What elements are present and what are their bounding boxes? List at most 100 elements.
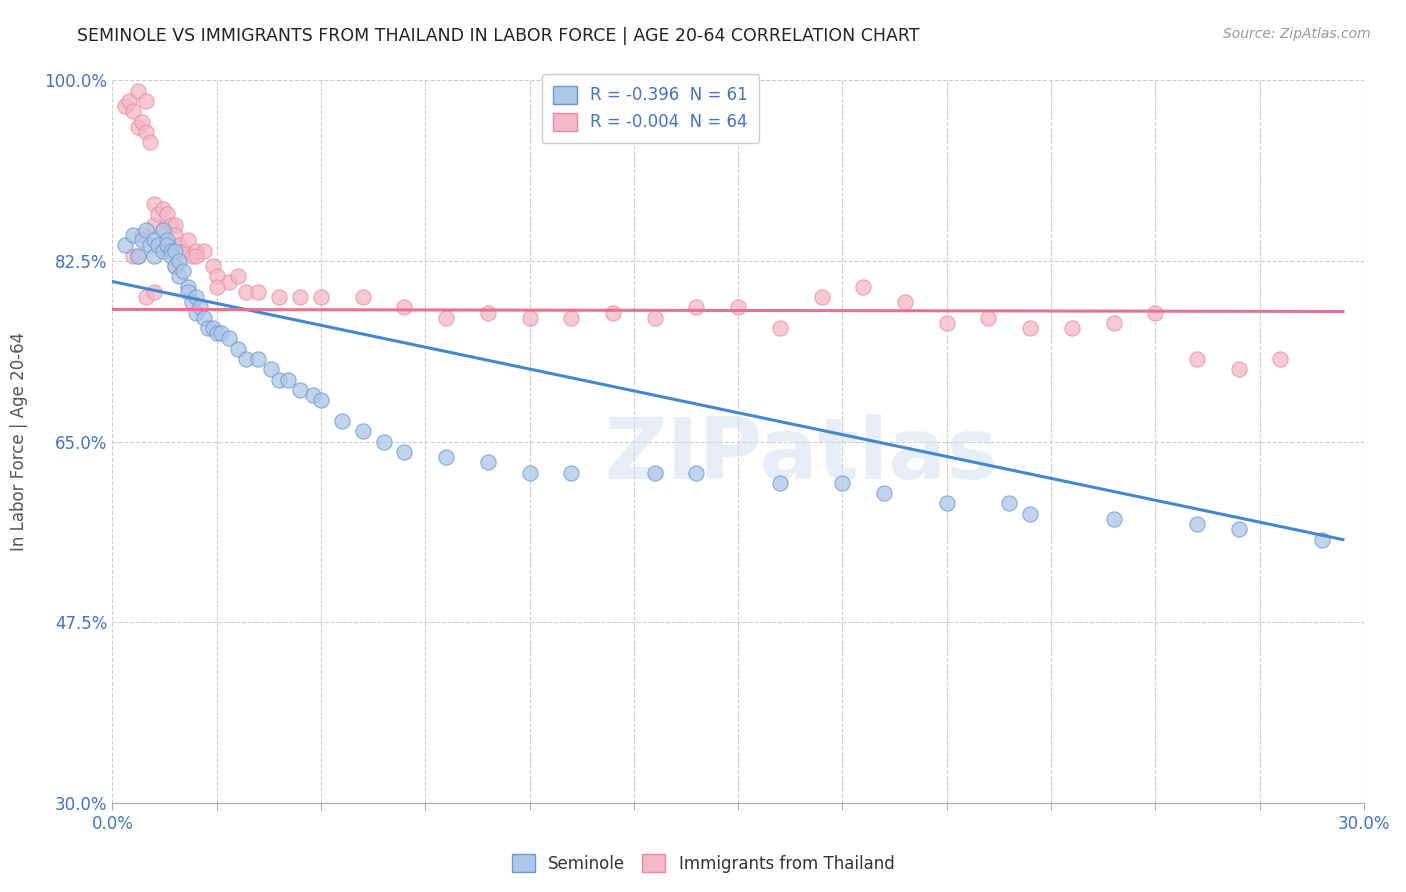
Point: [188, 301, 211, 315]
Point: [235, 285, 257, 299]
Point: [143, 218, 166, 232]
Point: [1270, 351, 1292, 366]
Point: [269, 290, 291, 304]
Point: [176, 285, 198, 299]
Point: [602, 305, 624, 319]
Point: [260, 362, 283, 376]
Point: [127, 249, 149, 263]
Point: [122, 104, 145, 119]
Point: [184, 290, 207, 304]
Point: [519, 466, 541, 480]
Point: [176, 279, 198, 293]
Point: [644, 310, 666, 325]
Point: [160, 218, 183, 232]
Point: [143, 233, 166, 247]
Point: [935, 316, 957, 330]
Point: [560, 466, 582, 480]
Point: [152, 223, 174, 237]
Point: [434, 310, 457, 325]
Point: [172, 244, 194, 258]
Point: [1227, 522, 1250, 536]
Point: [160, 249, 183, 263]
Point: [193, 244, 215, 258]
Point: [644, 466, 666, 480]
Point: [163, 259, 186, 273]
Point: [184, 244, 207, 258]
Point: [998, 496, 1021, 510]
Point: [152, 223, 174, 237]
Point: [226, 342, 249, 356]
Point: [152, 202, 174, 217]
Point: [148, 238, 170, 252]
Point: [1019, 321, 1042, 335]
Point: [209, 326, 232, 340]
Point: [143, 249, 166, 263]
Point: [127, 120, 149, 134]
Point: [205, 279, 228, 293]
Point: [122, 249, 145, 263]
Point: [160, 244, 183, 258]
Legend: R = -0.396  N = 61, R = -0.004  N = 64: R = -0.396 N = 61, R = -0.004 N = 64: [541, 74, 759, 143]
Point: [139, 238, 162, 252]
Point: [935, 496, 957, 510]
Text: Source: ZipAtlas.com: Source: ZipAtlas.com: [1223, 27, 1371, 41]
Point: [201, 259, 224, 273]
Point: [167, 238, 190, 252]
Point: [894, 295, 917, 310]
Point: [235, 351, 257, 366]
Point: [277, 373, 299, 387]
Point: [1102, 316, 1125, 330]
Point: [201, 321, 224, 335]
Point: [269, 373, 291, 387]
Point: [769, 475, 792, 490]
Point: [172, 264, 194, 278]
Point: [1310, 533, 1333, 547]
Point: [309, 393, 332, 408]
Point: [218, 275, 240, 289]
Point: [131, 233, 153, 247]
Point: [131, 114, 153, 128]
Point: [114, 238, 136, 252]
Point: [477, 305, 499, 319]
Point: [477, 455, 499, 469]
Point: [180, 249, 202, 263]
Point: [685, 466, 707, 480]
Point: [519, 310, 541, 325]
Point: [977, 310, 1000, 325]
Point: [727, 301, 749, 315]
Point: [163, 218, 186, 232]
Text: ZIPatlas: ZIPatlas: [603, 415, 998, 498]
Point: [1019, 507, 1042, 521]
Point: [156, 207, 179, 221]
Point: [373, 434, 395, 449]
Point: [1185, 517, 1208, 532]
Y-axis label: In Labor Force | Age 20-64: In Labor Force | Age 20-64: [10, 332, 28, 551]
Point: [127, 84, 149, 98]
Point: [135, 94, 157, 108]
Point: [301, 388, 323, 402]
Legend: Seminole, Immigrants from Thailand: Seminole, Immigrants from Thailand: [505, 847, 901, 880]
Point: [247, 285, 270, 299]
Point: [122, 228, 145, 243]
Point: [434, 450, 457, 464]
Point: [148, 207, 170, 221]
Point: [352, 424, 374, 438]
Point: [394, 445, 416, 459]
Point: [560, 310, 582, 325]
Point: [180, 295, 202, 310]
Point: [127, 249, 149, 263]
Point: [685, 301, 707, 315]
Point: [1227, 362, 1250, 376]
Point: [167, 253, 190, 268]
Point: [152, 244, 174, 258]
Point: [163, 259, 186, 273]
Point: [156, 233, 179, 247]
Point: [114, 99, 136, 113]
Point: [873, 486, 896, 500]
Point: [197, 321, 219, 335]
Point: [176, 233, 198, 247]
Point: [184, 305, 207, 319]
Point: [309, 290, 332, 304]
Point: [290, 383, 312, 397]
Point: [330, 414, 353, 428]
